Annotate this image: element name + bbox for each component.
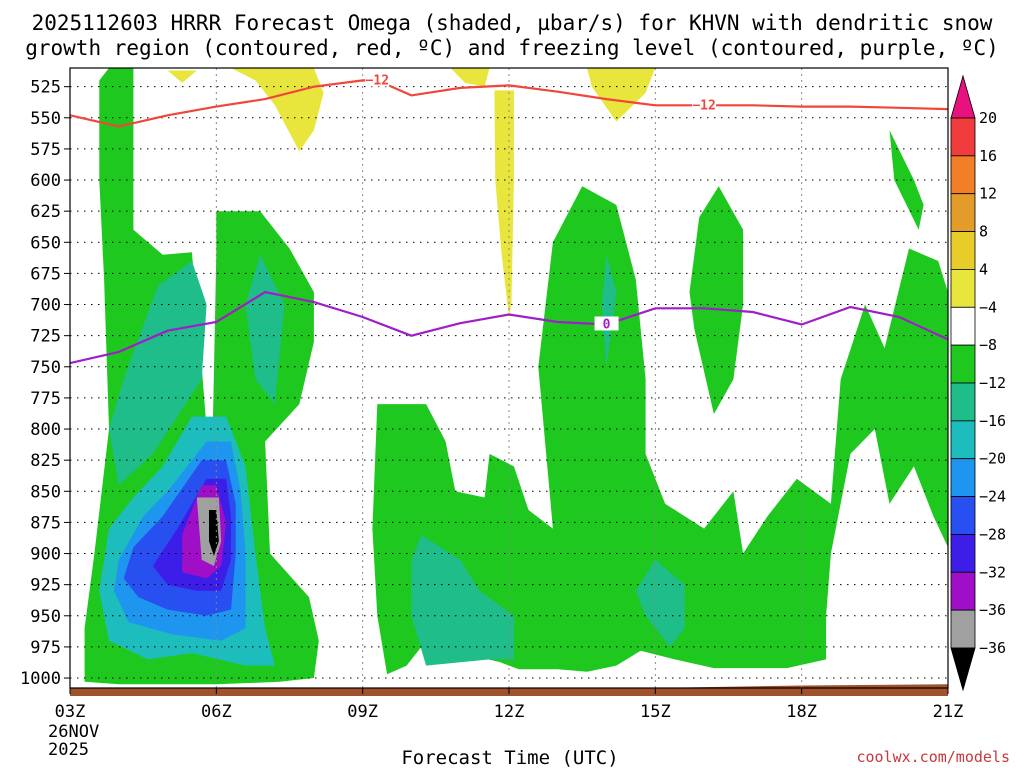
colorbar-label-13: −32	[979, 563, 1006, 581]
omega-region-8	[689, 186, 744, 415]
y-tick-label-900: 900	[30, 545, 61, 565]
x-tick-label-12Z: 12Z	[494, 702, 525, 722]
colorbar-box-10	[950, 458, 976, 497]
y-tick-label-725: 725	[30, 327, 61, 347]
omega-region-1	[231, 68, 324, 152]
colorbar-label-6: −4	[979, 298, 997, 316]
y-tick-label-625: 625	[30, 202, 61, 222]
x-axis-label: Forecast Time (UTC)	[401, 747, 618, 768]
dgz-contour-line	[70, 79, 948, 128]
y-tick-label-575: 575	[30, 140, 61, 160]
freezing-label-bg-0	[594, 316, 619, 331]
x-tick-label-09Z: 09Z	[347, 702, 378, 722]
omega-region-13	[601, 254, 617, 367]
omega-region-6	[372, 186, 948, 675]
x-tick-label-21Z: 21Z	[933, 702, 964, 722]
y-tick-label-550: 550	[30, 109, 61, 129]
dgz-contour-label-1: −12	[692, 98, 715, 113]
y-tick-label-825: 825	[30, 451, 61, 471]
freezing-contour-label-0: 0	[603, 317, 611, 332]
contour-labels: −12 −12 0	[365, 72, 717, 332]
omega-region-3	[494, 90, 514, 318]
x-tick-label-03Z: 03Z	[55, 702, 86, 722]
colorbar-bottom-triangle	[950, 647, 976, 692]
dgz-label-bg-0	[365, 72, 390, 87]
y-tick-label-975: 975	[30, 638, 61, 658]
colorbar-box-14	[950, 609, 976, 649]
y-tick-label-950: 950	[30, 607, 61, 627]
colorbar-label-10: −20	[979, 450, 1006, 468]
colorbar-label-12: −28	[979, 525, 1006, 543]
omega-region-2	[450, 68, 490, 87]
colorbar-box-4	[950, 231, 976, 270]
x-tick-label-18Z: 18Z	[786, 702, 817, 722]
x-axis: 03Z 06Z 09Z 12Z 15Z 18Z 21Z	[55, 688, 964, 722]
y-tick-label-1000: 1000	[20, 669, 61, 689]
colorbar-label-7: −8	[979, 336, 997, 354]
y-axis: 525 550 575 600 625 650 675 700 725 750 775 800 825 8…	[20, 78, 70, 689]
colorbar-box-13	[950, 571, 976, 611]
colorbar-label-8: −12	[979, 374, 1006, 392]
colorbar-label-14: −36	[979, 601, 1006, 619]
colorbar-box-5	[950, 269, 976, 308]
omega-region-4	[587, 68, 656, 122]
colorbar-box-3	[950, 193, 976, 232]
colorbar-box-1	[950, 117, 976, 157]
dgz-label-bg-1	[692, 97, 717, 112]
y-tick-label-675: 675	[30, 264, 61, 284]
colorbar-box-9	[950, 420, 976, 460]
chart-title-line-2: growth region (contoured, red, ºC) and f…	[25, 36, 999, 60]
y-tick-label-925: 925	[30, 576, 61, 596]
y-tick-label-700: 700	[30, 296, 61, 316]
dgz-contour-label-0: −12	[366, 73, 389, 88]
colorbar-label-5: 4	[979, 260, 988, 278]
omega-shading	[84, 68, 948, 685]
colorbar-label-3: 12	[979, 185, 997, 203]
colorbar-box-7	[950, 344, 976, 384]
y-tick-label-800: 800	[30, 420, 61, 440]
colorbar-label-1: 20	[979, 109, 997, 127]
colorbar: 20 16 12 8 4 −4 −8 −12 −16 −20 −24 −28 −32 −36 −36	[950, 74, 1006, 692]
y-tick-label-850: 850	[30, 482, 61, 502]
omega-region-20	[209, 510, 219, 556]
omega-region-0	[167, 70, 197, 83]
chart-title-line-1: 2025112603 HRRR Forecast Omega (shaded, …	[32, 11, 993, 35]
omega-region-11	[411, 534, 514, 666]
plot-area: −12 −12 0	[69, 67, 949, 696]
date-day-label: 26NOV	[48, 722, 99, 742]
freezing-contour-line	[70, 290, 948, 365]
colorbar-box-8	[950, 382, 976, 422]
colorbar-box-12	[950, 534, 976, 573]
omega-region-7	[889, 130, 924, 230]
y-tick-label-750: 750	[30, 358, 61, 378]
contours	[70, 79, 948, 365]
colorbar-box-2	[950, 155, 976, 195]
colorbar-box-6	[950, 306, 976, 346]
colorbar-label-11: −24	[979, 488, 1006, 506]
x-tick-label-15Z: 15Z	[640, 702, 671, 722]
colorbar-label-2: 16	[979, 147, 997, 165]
y-tick-label-650: 650	[30, 233, 61, 253]
y-tick-label-600: 600	[30, 171, 61, 191]
colorbar-label-min: −36	[979, 639, 1006, 657]
credit-text: coolwx.com/models	[856, 748, 1010, 766]
colorbar-box-11	[950, 496, 976, 535]
y-tick-label-525: 525	[30, 78, 61, 98]
colorbar-label-9: −16	[979, 412, 1006, 430]
omega-region-12	[635, 559, 685, 647]
y-tick-label-875: 875	[30, 513, 61, 533]
y-tick-label-775: 775	[30, 389, 61, 409]
colorbar-top-triangle	[950, 74, 976, 119]
date-year-label: 2025	[48, 740, 89, 760]
x-tick-label-06Z: 06Z	[201, 702, 232, 722]
omega-region-10	[245, 254, 285, 405]
colorbar-label-4: 8	[979, 223, 988, 241]
